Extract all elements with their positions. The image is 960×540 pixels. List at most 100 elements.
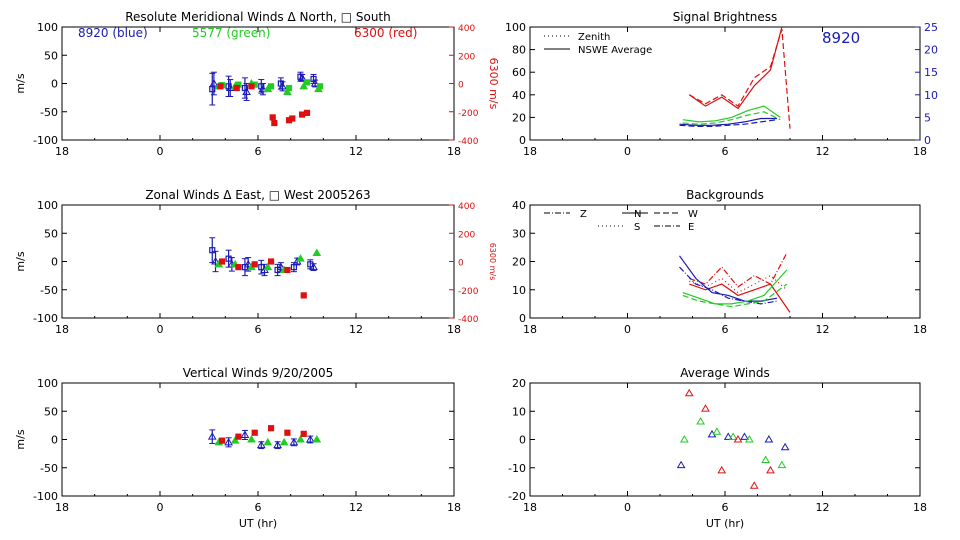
x-tick-label: 0 [624, 501, 631, 514]
x-tick-label: 18 [523, 501, 537, 514]
y-tick-label: -20 [508, 490, 526, 503]
chart-title: Backgrounds [686, 188, 764, 202]
y2-tick-label: 200 [458, 52, 475, 62]
data-point-square [290, 264, 298, 271]
y-tick-label: -50 [40, 284, 58, 297]
series-line [682, 269, 788, 305]
y-axis-label: m/s [14, 429, 27, 449]
data-point-triangle [247, 435, 256, 443]
series-line [679, 119, 778, 128]
data-point-triangle [684, 388, 694, 397]
y-tick-label: 10 [512, 405, 526, 418]
x-tick-label: 12 [816, 145, 830, 158]
legend-entry: E [688, 222, 694, 233]
x-tick-label: 6 [722, 501, 729, 514]
data-point-triangle [211, 257, 220, 265]
series-line [682, 105, 781, 123]
y-tick-label: 80 [512, 44, 526, 57]
data-point-square [310, 75, 317, 83]
data-point-triangle [717, 465, 727, 474]
y-tick-label: 0 [51, 256, 58, 269]
y-tick-label: -50 [40, 462, 58, 475]
x-tick-label: 18 [523, 145, 537, 158]
data-point-triangle [728, 432, 738, 440]
panel-average: Average Winds 18 0 6 12 18 20 10 0 -10 -20 UT (hr) [508, 366, 927, 530]
y-tick-label: 50 [44, 49, 58, 62]
y-tick-label: 20 [512, 256, 526, 269]
y-axis-label: m/s [14, 73, 27, 93]
plot-frame [61, 382, 455, 497]
y2-tick-label: 5 [924, 111, 931, 124]
data-point-square [251, 429, 258, 436]
chart-title: Average Winds [680, 366, 770, 380]
x-tick-label: 0 [157, 501, 164, 514]
x-tick-label: 6 [255, 145, 262, 158]
series-line [689, 283, 791, 313]
data-point-triangle [745, 435, 754, 443]
data-point-square [233, 84, 240, 92]
x-tick-label: 18 [447, 145, 461, 158]
data-point-square [235, 264, 242, 271]
chart-title: Signal Brightness [673, 10, 778, 24]
legend-entry: S [634, 222, 640, 233]
legend-entry: 6300 (red) [354, 26, 417, 40]
chart-title: Resolute Meridional Winds Δ North, □ Sou… [125, 10, 391, 24]
y-tick-label: 0 [51, 78, 58, 91]
detector-annotation: 8920 [822, 29, 860, 47]
y2-axis-label: 6300 m/s [487, 58, 500, 110]
data-point-triangle [312, 435, 322, 443]
data-point-triangle [242, 87, 251, 95]
data-point-triangle [240, 430, 250, 438]
series-line [679, 117, 777, 126]
x-tick-label: 18 [55, 323, 69, 336]
data-point-triangle [780, 442, 790, 451]
y2-tick-label: 0 [458, 259, 464, 269]
y-tick-label: 0 [51, 434, 58, 447]
y2-tick-label: 15 [924, 66, 938, 79]
panel-vertical: Vertical Winds 9/20/2005 18 0 6 12 18 100 50 0 -5… [14, 366, 461, 530]
y2-tick-label: 0 [458, 81, 464, 91]
y-tick-label: -100 [33, 134, 58, 147]
x-tick-label: 12 [349, 145, 363, 158]
y-tick-label: -10 [508, 462, 526, 475]
y-axis-label: m/s [14, 251, 27, 271]
x-tick-label: 6 [722, 145, 729, 158]
data-point-square [285, 84, 293, 92]
data-point-triangle [263, 437, 273, 446]
data-point-triangle [701, 404, 710, 412]
data-point-square [300, 292, 307, 299]
data-point-square [271, 119, 278, 127]
data-point-triangle [761, 455, 770, 464]
data-point-square [284, 266, 291, 274]
x-tick-label: 18 [55, 501, 69, 514]
data-point-triangle [749, 481, 759, 489]
x-tick-label: 12 [349, 501, 363, 514]
data-point-square [267, 425, 275, 432]
chart-title: Vertical Winds 9/20/2005 [183, 366, 334, 380]
data-point-square [267, 83, 275, 90]
y2-tick-label: 25 [924, 21, 938, 34]
data-point-square [299, 111, 306, 118]
data-point-triangle [696, 417, 705, 425]
x-tick-label: 18 [523, 323, 537, 336]
x-tick-label: 12 [816, 323, 830, 336]
y-tick-label: 50 [44, 405, 58, 418]
data-point-square [289, 115, 296, 122]
plot-frame [529, 26, 921, 141]
series-line [682, 283, 788, 308]
x-tick-label: 18 [913, 323, 927, 336]
data-point-triangle [309, 262, 318, 271]
data-point-triangle [297, 73, 307, 81]
data-point-triangle [278, 81, 287, 90]
x-tick-label: 0 [157, 323, 164, 336]
y2-tick-label: -400 [458, 137, 479, 147]
y2-tick-label: 0 [924, 134, 931, 147]
plot-frame [529, 204, 921, 319]
y-tick-label: 0 [519, 134, 526, 147]
y-tick-label: 60 [512, 66, 526, 79]
data-point-triangle [733, 435, 743, 443]
data-point-triangle [296, 435, 305, 443]
data-point-square [225, 255, 232, 262]
y-tick-label: 10 [512, 284, 526, 297]
